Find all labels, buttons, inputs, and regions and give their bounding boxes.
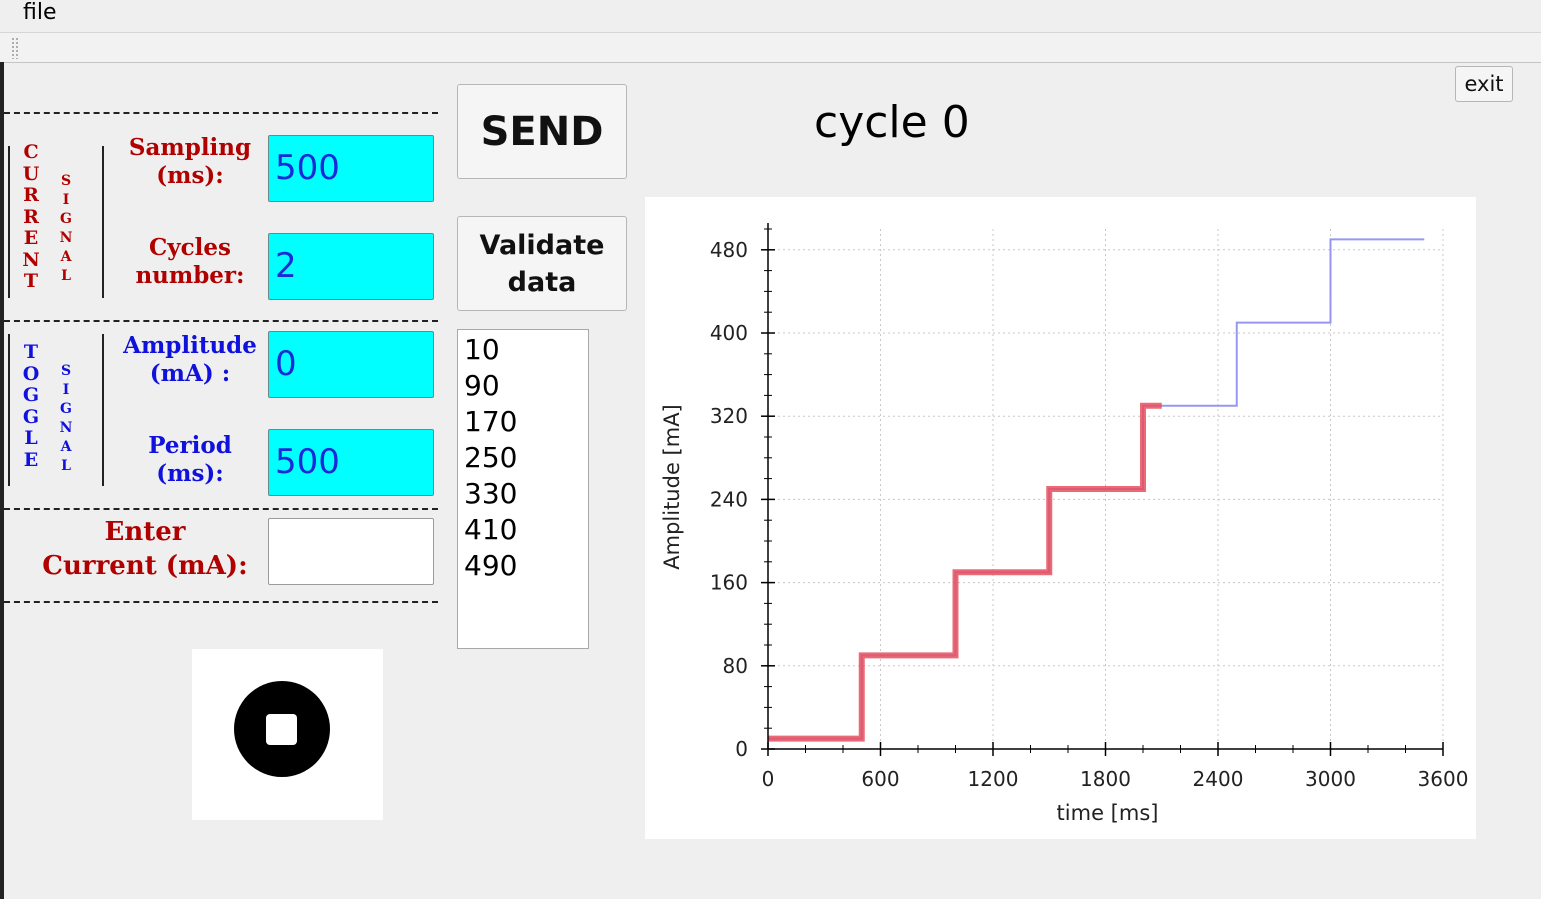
values-list[interactable]: 10 90 170 250 330 410 490	[457, 329, 589, 649]
list-item[interactable]: 90	[464, 369, 500, 402]
amplitude-chart: 0 600 1200 1800 2400 3000 3600 0 80 160 240 320 400 4…	[645, 197, 1476, 839]
separator-toggle-enter	[4, 508, 438, 510]
period-input[interactable]: 500	[268, 429, 434, 496]
separator-current-toggle	[4, 320, 438, 322]
chart-svg: 0 600 1200 1800 2400 3000 3600 0 80 160 240 320 400 4…	[660, 223, 1469, 825]
window-left-edge	[0, 62, 4, 899]
toggle-title-letter: S	[60, 363, 72, 379]
series-line-1	[768, 402, 1162, 742]
validate-data-button[interactable]: Validate data	[457, 216, 627, 311]
y-tick-label: 400	[710, 321, 748, 345]
x-tick-label: 1200	[968, 767, 1019, 791]
toggle-title-letter: O	[22, 362, 40, 385]
current-title-letter: U	[22, 162, 40, 185]
amplitude-label: Amplitude (mA) :	[123, 332, 257, 387]
toolbar-grip-icon[interactable]	[11, 37, 19, 59]
y-tick-label: 160	[710, 571, 748, 595]
toggle-title-letter: G	[22, 405, 40, 428]
toggle-title-letter: T	[23, 341, 39, 363]
list-item[interactable]: 330	[464, 477, 518, 510]
x-tick-label: 2400	[1193, 767, 1244, 791]
current-left-rule	[8, 146, 10, 298]
list-item[interactable]: 250	[464, 441, 518, 474]
period-label: Period (ms):	[148, 432, 232, 487]
cycles-input[interactable]: 2	[268, 233, 434, 300]
current-title-letter: N	[22, 248, 40, 271]
enter-current-input[interactable]	[268, 518, 434, 585]
stop-circle-icon	[234, 681, 330, 777]
current-right-rule	[102, 146, 104, 298]
y-tick-label: 0	[735, 737, 748, 761]
list-item[interactable]: 170	[464, 405, 518, 438]
x-tick-label: 3600	[1418, 767, 1469, 791]
validate-label-line1: Validate	[479, 230, 605, 261]
y-tick-label: 320	[710, 404, 748, 428]
send-button[interactable]: SEND	[457, 84, 627, 179]
cycles-label: Cycles number:	[135, 234, 245, 289]
list-item[interactable]: 10	[464, 333, 500, 366]
toggle-title-letter: I	[62, 382, 70, 398]
enter-current-label: Enter Current (mA):	[42, 517, 248, 581]
x-axis-label: time [ms]	[1057, 801, 1159, 825]
toggle-title-letter: N	[59, 420, 73, 436]
toggle-left-rule	[8, 334, 10, 486]
y-axis-label: Amplitude [mA]	[660, 404, 684, 570]
toggle-title-letter: L	[61, 458, 71, 474]
exit-button[interactable]: exit	[1455, 66, 1513, 102]
x-tick-label: 0	[762, 767, 775, 791]
current-title-letter: E	[23, 227, 39, 249]
toggle-title-letter: G	[22, 384, 40, 406]
y-tick-label: 480	[710, 238, 748, 262]
x-tick-label: 1800	[1080, 767, 1131, 791]
sampling-input[interactable]: 500	[268, 135, 434, 202]
toggle-title-letter: E	[23, 448, 39, 471]
toggle-title-letter: A	[60, 439, 72, 455]
current-title-letter: R	[23, 184, 39, 206]
current-title-letter: C	[23, 141, 39, 163]
toggle-title-letter: G	[60, 401, 72, 417]
toggle-right-rule	[102, 334, 104, 486]
menu-bar: file	[0, 0, 1541, 32]
cycle-label: cycle 0	[814, 97, 970, 148]
current-title-letter: T	[23, 270, 39, 292]
list-item[interactable]: 410	[464, 513, 518, 546]
current-title-letter: A	[60, 249, 72, 265]
sampling-label: Sampling (ms):	[128, 134, 252, 189]
y-tick-label: 240	[710, 487, 748, 511]
current-title-letter: N	[59, 230, 73, 246]
menu-file[interactable]: file	[23, 0, 57, 25]
toggle-title-letter: L	[24, 427, 38, 449]
x-tick-label: 3000	[1305, 767, 1356, 791]
toolbar	[0, 32, 1541, 63]
current-title-letter: S	[60, 173, 72, 189]
x-tick-label: 600	[861, 767, 899, 791]
current-title-letter: L	[61, 268, 71, 284]
separator-top	[4, 112, 438, 114]
amplitude-input[interactable]: 0	[268, 331, 434, 398]
separator-bottom	[4, 601, 438, 603]
validate-label-line2: data	[507, 267, 577, 298]
list-item[interactable]: 490	[464, 549, 518, 582]
current-title-letter: R	[23, 205, 39, 228]
y-tick-label: 80	[723, 654, 748, 678]
stop-button[interactable]	[192, 649, 383, 820]
current-title-letter: G	[60, 211, 72, 227]
current-title-letter: I	[62, 192, 70, 208]
